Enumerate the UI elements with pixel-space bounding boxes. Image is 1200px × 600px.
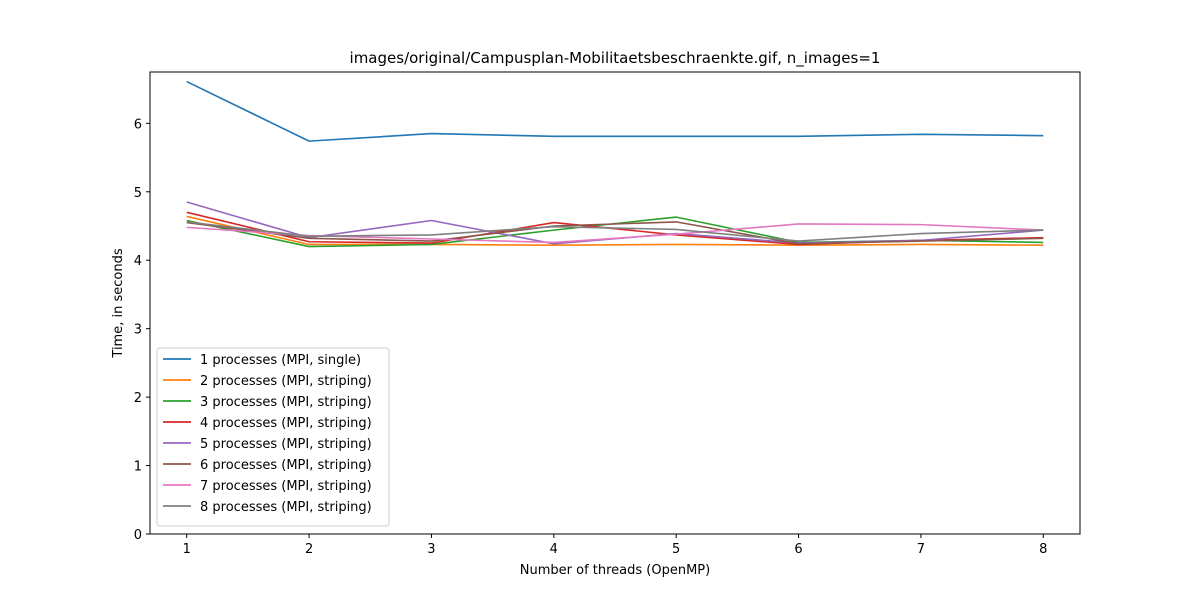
plot-area [149, 71, 1081, 535]
x-tick-label: 5 [672, 542, 680, 557]
legend-entry: 1 processes (MPI, single) [200, 353, 361, 368]
legend-entry: 4 processes (MPI, striping) [200, 416, 372, 431]
x-tick-label: 1 [183, 542, 191, 557]
y-tick-label: 2 [134, 391, 142, 406]
legend: 1 processes (MPI, single) 2 processes (MP… [156, 347, 390, 527]
series-line-2 [186, 215, 1044, 246]
legend-entry: 2 processes (MPI, striping) [200, 374, 372, 389]
y-tick-label: 3 [134, 323, 142, 338]
y-tick-label: 5 [134, 186, 142, 201]
series-layer [186, 80, 1044, 248]
legend-entry: 7 processes (MPI, striping) [200, 479, 372, 494]
y-tick-label: 6 [134, 117, 142, 132]
y-tick-label: 4 [134, 254, 142, 269]
legend-entry: 3 processes (MPI, striping) [200, 395, 372, 410]
series-line-8 [186, 221, 1044, 242]
y-axis-label: Time, in seconds [111, 248, 126, 358]
chart-title: images/original/Campusplan-Mobilitaetsbe… [350, 49, 881, 68]
legend-box [156, 347, 390, 527]
x-tick-label: 8 [1039, 542, 1047, 557]
legend-entry: 8 processes (MPI, striping) [200, 500, 372, 515]
y-tick-label: 0 [134, 528, 142, 543]
legend-entry: 6 processes (MPI, striping) [200, 458, 372, 473]
x-tick-label: 4 [550, 542, 558, 557]
y-tick-label: 1 [134, 460, 142, 475]
x-tick-label: 2 [305, 542, 313, 557]
y-axis: 0 1 2 3 4 5 6 [134, 117, 150, 543]
x-axis-label: Number of threads (OpenMP) [520, 563, 710, 578]
legend-entry: 5 processes (MPI, striping) [200, 437, 372, 452]
plot-frame [149, 71, 1081, 535]
x-tick-label: 3 [427, 542, 435, 557]
x-axis: 1 2 3 4 5 6 7 8 [183, 534, 1047, 557]
x-tick-label: 7 [917, 542, 925, 557]
series-line-1 [186, 80, 1044, 142]
x-tick-label: 6 [794, 542, 802, 557]
series-line-6 [186, 221, 1044, 245]
